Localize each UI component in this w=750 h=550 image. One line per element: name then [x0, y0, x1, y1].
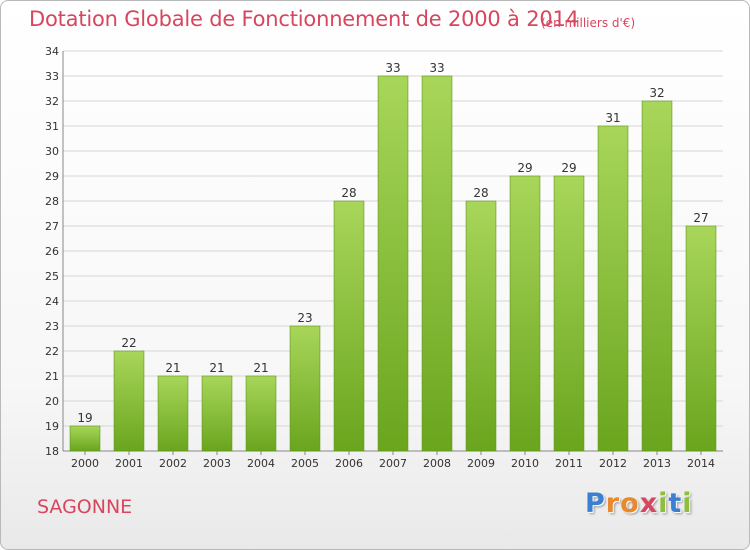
bar-2000 — [69, 425, 101, 452]
y-tick-label: 32 — [45, 95, 59, 108]
y-tick-label: 31 — [45, 120, 59, 133]
bar-2014 — [685, 225, 717, 452]
logo-letter: i — [682, 488, 693, 519]
bar-2012 — [597, 125, 629, 452]
data-label-2008: 33 — [429, 61, 444, 75]
logo-letter: P — [585, 488, 606, 519]
x-tick-label: 2005 — [291, 457, 319, 470]
bar-2004 — [245, 375, 277, 452]
x-tick-label: 2014 — [687, 457, 715, 470]
commune-name: SAGONNE — [37, 496, 133, 518]
data-label-2010: 29 — [517, 161, 532, 175]
x-tick-label: 2002 — [159, 457, 187, 470]
bar-2010 — [509, 175, 541, 452]
y-tick-label: 19 — [45, 420, 59, 433]
data-label-2006: 28 — [341, 186, 356, 200]
y-tick-label: 20 — [45, 395, 59, 408]
data-label-2011: 29 — [561, 161, 576, 175]
logo-letter: r — [605, 488, 621, 519]
x-tick-label: 2007 — [379, 457, 407, 470]
data-label-2004: 21 — [253, 361, 268, 375]
x-tick-label: 2010 — [511, 457, 539, 470]
y-tick-label: 34 — [45, 45, 59, 58]
proxiti-logo[interactable]: Proxiti — [585, 488, 693, 519]
data-label-2002: 21 — [165, 361, 180, 375]
x-tick-label: 2000 — [71, 457, 99, 470]
x-tick-label: 2013 — [643, 457, 671, 470]
labels: 19 22 21 21 21 23 28 33 33 28 29 29 31 32 27 — [77, 61, 708, 425]
y-tick-label: 33 — [45, 70, 59, 83]
y-tick-label: 24 — [45, 295, 59, 308]
y-tick-label: 21 — [45, 370, 59, 383]
x-tick-label: 2003 — [203, 457, 231, 470]
x-tick-label: 2004 — [247, 457, 275, 470]
unit-note: (en milliers d'€) — [541, 16, 636, 30]
bar-2007 — [377, 75, 409, 452]
data-label-2001: 22 — [121, 336, 136, 350]
chart-title: Dotation Globale de Fonctionnement de 20… — [29, 7, 579, 31]
logo-letter: t — [668, 488, 683, 519]
data-label-2009: 28 — [473, 186, 488, 200]
data-label-2014: 27 — [693, 211, 708, 225]
data-label-2000: 19 — [77, 411, 92, 425]
bar-2008 — [421, 75, 453, 452]
data-label-2003: 21 — [209, 361, 224, 375]
data-label-2012: 31 — [605, 111, 620, 125]
y-tick-label: 18 — [45, 445, 59, 458]
y-tick-label: 30 — [45, 145, 59, 158]
x-tick-label: 2009 — [467, 457, 495, 470]
bar-2006 — [333, 200, 365, 452]
bar-2009 — [465, 200, 497, 452]
bar-2011 — [553, 175, 585, 452]
y-tick-label: 27 — [45, 220, 59, 233]
logo-letter: o — [620, 488, 640, 519]
y-tick-label: 29 — [45, 170, 59, 183]
bar-2003 — [201, 375, 233, 452]
bar-2001 — [113, 350, 145, 452]
data-label-2005: 23 — [297, 311, 312, 325]
x-tick-label: 2001 — [115, 457, 143, 470]
y-tick-label: 23 — [45, 320, 59, 333]
bar-2013 — [641, 100, 673, 452]
x-tick-label: 2006 — [335, 457, 363, 470]
data-label-2007: 33 — [385, 61, 400, 75]
axes: 18 19 20 21 22 23 24 25 26 27 28 29 30 31 32 33 34 2000 20… — [45, 45, 723, 470]
y-tick-label: 25 — [45, 270, 59, 283]
y-tick-label: 26 — [45, 245, 59, 258]
logo-letter: i — [658, 488, 669, 519]
x-tick-label: 2011 — [555, 457, 583, 470]
bar-2002 — [157, 375, 189, 452]
y-tick-label: 28 — [45, 195, 59, 208]
x-tick-label: 2008 — [423, 457, 451, 470]
y-tick-label: 22 — [45, 345, 59, 358]
bars — [69, 75, 717, 452]
data-label-2013: 32 — [649, 86, 664, 100]
x-tick-label: 2012 — [599, 457, 627, 470]
bar-2005 — [289, 325, 321, 452]
logo-letter: x — [639, 488, 659, 519]
